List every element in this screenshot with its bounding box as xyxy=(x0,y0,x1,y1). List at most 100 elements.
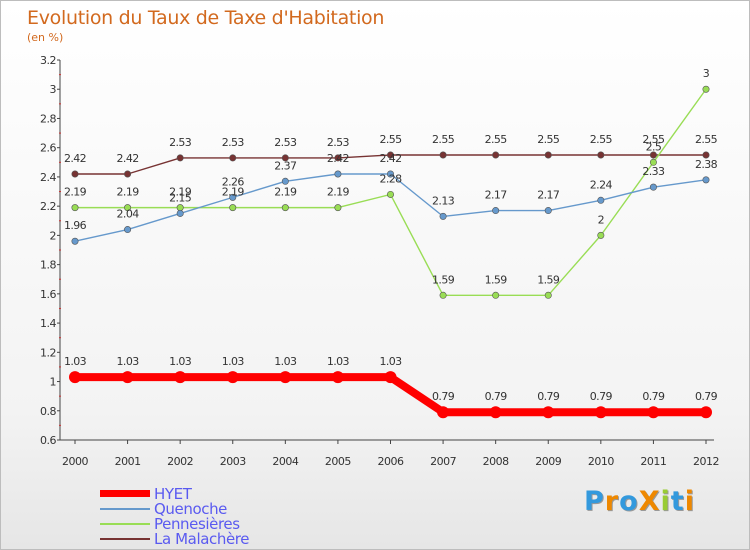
data-label-hyet: 0.79 xyxy=(432,390,455,403)
data-label-hyet: 0.79 xyxy=(485,390,508,403)
data-point-pennesieres xyxy=(229,204,237,212)
data-label-hyet: 0.79 xyxy=(537,390,560,403)
data-point-hyet xyxy=(437,406,450,419)
data-point-la-malachere xyxy=(597,151,605,159)
data-label-pennesieres: 2 xyxy=(598,213,604,226)
data-point-hyet xyxy=(384,371,397,384)
data-point-la-malachere xyxy=(439,151,447,159)
data-label-la-malachere: 2.53 xyxy=(169,136,192,149)
y-tick-label: 1 xyxy=(50,376,57,389)
y-tick-label: 2.4 xyxy=(40,171,56,184)
data-label-la-malachere: 2.53 xyxy=(327,136,350,149)
chart-title: Evolution du Taux de Taxe d'Habitation xyxy=(27,7,385,29)
data-label-quenoche: 2.38 xyxy=(695,158,718,171)
y-tick-label: 3 xyxy=(50,83,57,96)
chart-subtitle: (en %) xyxy=(27,31,64,44)
data-point-hyet xyxy=(174,371,187,384)
data-point-la-malachere xyxy=(176,154,184,162)
data-label-la-malachere: 2.55 xyxy=(642,133,665,146)
data-label-la-malachere: 2.55 xyxy=(485,133,508,146)
data-label-quenoche: 2.24 xyxy=(590,178,613,191)
x-tick-label: 2002 xyxy=(167,455,193,468)
data-label-la-malachere: 2.55 xyxy=(379,133,402,146)
y-tick-label: 1.4 xyxy=(40,317,56,330)
data-label-pennesieres: 2.19 xyxy=(274,186,297,199)
data-label-quenoche: 2.26 xyxy=(222,175,245,188)
data-label-quenoche: 2.13 xyxy=(432,194,455,207)
data-label-pennesieres: 2.19 xyxy=(222,186,245,199)
y-tick-label: 1.2 xyxy=(40,346,56,359)
data-point-pennesieres xyxy=(439,291,447,299)
data-point-pennesieres xyxy=(492,291,500,299)
data-label-hyet: 0.79 xyxy=(642,390,665,403)
data-point-la-malachere xyxy=(544,151,552,159)
data-label-pennesieres: 2.19 xyxy=(117,186,140,199)
data-label-la-malachere: 2.42 xyxy=(64,152,86,165)
data-label-hyet: 1.03 xyxy=(274,355,297,368)
x-tick-label: 2008 xyxy=(483,455,509,468)
x-tick-label: 2001 xyxy=(115,455,141,468)
data-point-pennesieres xyxy=(702,85,710,93)
data-point-quenoche xyxy=(386,170,394,178)
data-label-quenoche: 2.33 xyxy=(642,165,665,178)
legend-label-hyet: HYET xyxy=(154,485,192,503)
data-point-quenoche xyxy=(176,209,184,217)
data-point-pennesieres xyxy=(386,190,394,198)
data-label-hyet: 0.79 xyxy=(590,390,613,403)
x-tick-label: 2010 xyxy=(588,455,614,468)
proxiti-logo: ProXiti xyxy=(584,486,695,517)
data-label-la-malachere: 2.55 xyxy=(537,133,560,146)
data-label-quenoche: 2.42 xyxy=(327,152,349,165)
data-label-la-malachere: 2.53 xyxy=(222,136,245,149)
data-label-quenoche: 2.17 xyxy=(485,189,508,202)
data-label-pennesieres: 3 xyxy=(703,67,710,80)
data-point-pennesieres xyxy=(124,204,132,212)
data-point-la-malachere xyxy=(492,151,500,159)
data-point-quenoche xyxy=(544,207,552,215)
data-label-hyet: 1.03 xyxy=(222,355,245,368)
data-point-la-malachere xyxy=(649,151,657,159)
y-tick-label: 3.2 xyxy=(40,54,56,67)
y-tick-label: 0.6 xyxy=(40,434,56,447)
data-point-hyet xyxy=(489,406,502,419)
data-label-pennesieres: 2.5 xyxy=(646,140,662,153)
data-label-quenoche: 1.96 xyxy=(64,219,87,232)
legend-swatch-hyet xyxy=(100,490,150,497)
data-point-la-malachere xyxy=(124,170,132,178)
data-point-pennesieres xyxy=(649,158,657,166)
legend-label-quenoche: Quenoche xyxy=(154,500,228,518)
data-point-hyet xyxy=(121,371,134,384)
data-label-quenoche: 2.04 xyxy=(117,208,140,221)
data-point-la-malachere xyxy=(71,170,79,178)
data-point-hyet xyxy=(700,406,712,419)
data-point-quenoche xyxy=(649,183,657,191)
data-point-hyet xyxy=(331,371,344,384)
y-tick-label: 2.2 xyxy=(40,200,56,213)
y-tick-label: 2.8 xyxy=(40,112,56,125)
data-point-hyet xyxy=(279,371,292,384)
data-point-pennesieres xyxy=(176,204,184,212)
data-label-quenoche: 2.37 xyxy=(274,159,297,172)
x-tick-label: 2005 xyxy=(325,455,351,468)
data-point-la-malachere xyxy=(229,154,237,162)
data-label-la-malachere: 2.55 xyxy=(695,133,718,146)
y-tick-label: 1.8 xyxy=(40,259,56,272)
data-point-quenoche xyxy=(597,196,605,204)
x-tick-label: 2011 xyxy=(640,455,666,468)
data-label-pennesieres: 1.59 xyxy=(485,273,508,286)
x-tick-label: 2007 xyxy=(430,455,456,468)
data-label-pennesieres: 2.19 xyxy=(64,186,87,199)
data-point-quenoche xyxy=(334,170,342,178)
x-tick-label: 2004 xyxy=(272,455,298,468)
y-tick-label: 2 xyxy=(50,229,57,242)
data-label-la-malachere: 2.55 xyxy=(432,133,455,146)
data-label-la-malachere: 2.55 xyxy=(590,133,613,146)
data-label-pennesieres: 2.19 xyxy=(327,186,350,199)
data-label-hyet: 1.03 xyxy=(379,355,402,368)
data-point-quenoche xyxy=(71,237,79,245)
x-tick-label: 2003 xyxy=(220,455,246,468)
data-point-hyet xyxy=(69,371,81,384)
data-point-la-malachere xyxy=(386,151,394,159)
data-point-hyet xyxy=(647,406,660,419)
